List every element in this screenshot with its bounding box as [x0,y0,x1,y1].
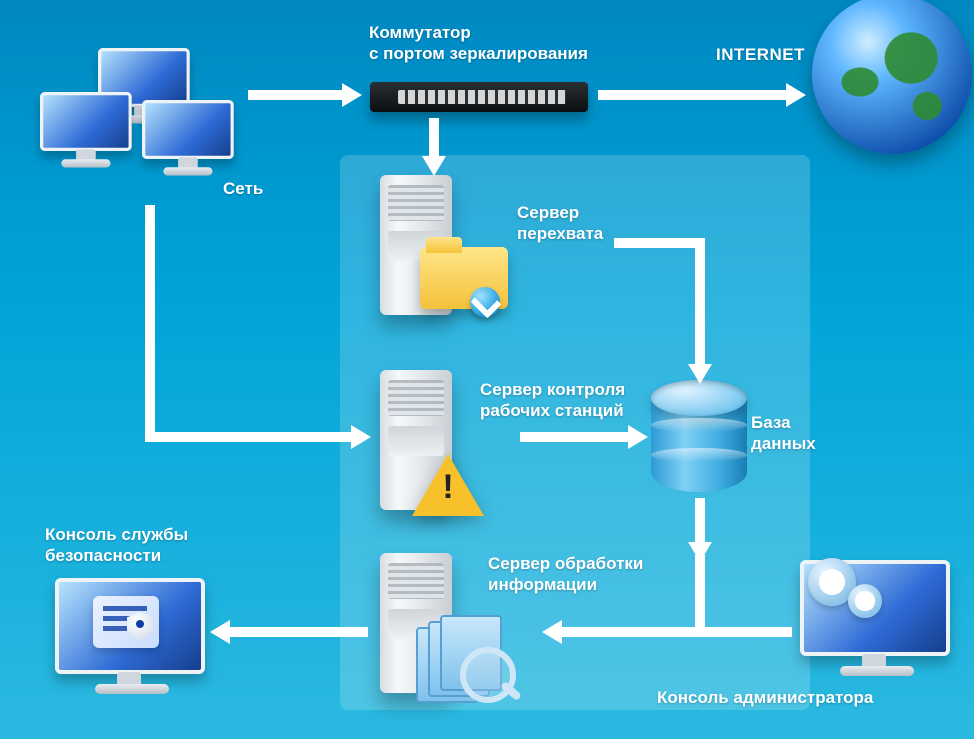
monitor-icon [40,92,132,167]
arrowhead-icon [542,620,562,644]
node-admin-console [800,560,950,678]
node-ws-server [380,370,452,510]
label-ws-server: Сервер контролярабочих станций [480,379,625,422]
node-switch [370,82,588,112]
arrowhead-icon [422,156,446,176]
magnifier-icon [460,647,516,703]
arrowhead-icon [342,83,362,107]
documents-icon [416,619,506,701]
node-database [651,380,747,492]
node-clients [40,48,250,198]
checklist-icon [93,596,159,648]
arrowhead-icon [786,83,806,107]
shield-icon [127,612,153,642]
arrow [520,432,630,442]
globe-icon [812,0,972,154]
arrow [614,238,700,248]
arrow [695,498,705,544]
arrowhead-icon [351,425,371,449]
label-capture-server: Серверперехвата [517,202,603,245]
arrow [695,238,705,366]
arrowhead-icon [688,364,712,384]
node-processing-server [380,553,452,693]
arrow [598,90,788,100]
label-network: Сеть [223,178,263,199]
arrowhead-icon [628,425,648,449]
arrowhead-icon [210,620,230,644]
label-security-console: Консоль службыбезопасности [45,524,188,567]
arrow [228,627,368,637]
node-security-console [55,578,205,696]
arrow [560,627,792,637]
database-icon [651,380,747,492]
folder-icon [420,237,508,309]
gear-icon [848,584,882,618]
warning-icon [412,454,484,516]
arrow [429,118,439,158]
label-database: Базаданных [751,412,816,455]
label-switch: Коммутаторс портом зеркалирования [369,22,588,65]
label-processing-server: Сервер обработкиинформации [488,553,643,596]
arrow [248,90,344,100]
label-internet: Internet [716,44,805,65]
arrow [695,555,705,627]
arrow [145,432,353,442]
node-capture-server [380,175,452,315]
switch-icon [370,82,588,112]
node-internet [812,0,972,154]
label-admin-console: Консоль администратора [657,687,873,708]
monitor-icon [142,100,234,175]
arrow [145,205,155,437]
